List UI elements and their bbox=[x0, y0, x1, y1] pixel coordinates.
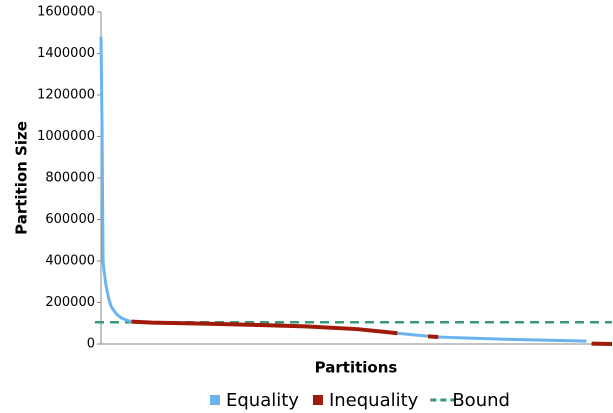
y-tick-label: 600000 bbox=[45, 212, 95, 227]
y-tick-label: 1400000 bbox=[37, 46, 95, 61]
legend-label: Bound bbox=[452, 390, 510, 411]
y-tick-label: 0 bbox=[87, 337, 95, 352]
y-axis-label: Partition Size bbox=[13, 121, 31, 235]
legend-swatch bbox=[312, 395, 323, 405]
y-tick-label: 1000000 bbox=[37, 129, 95, 144]
legend-label: Inequality bbox=[329, 390, 419, 411]
y-tick-label: 1600000 bbox=[37, 5, 95, 20]
legend-label: Equality bbox=[226, 390, 299, 411]
y-tick-label: 400000 bbox=[45, 254, 95, 269]
series-line bbox=[131, 319, 613, 346]
x-axis-label: Partitions bbox=[315, 359, 398, 377]
series-line bbox=[99, 36, 587, 343]
y-tick-label: 200000 bbox=[45, 295, 95, 310]
legend-swatch bbox=[210, 395, 220, 405]
y-tick-label: 800000 bbox=[45, 171, 95, 186]
y-tick-label: 1200000 bbox=[37, 88, 95, 103]
